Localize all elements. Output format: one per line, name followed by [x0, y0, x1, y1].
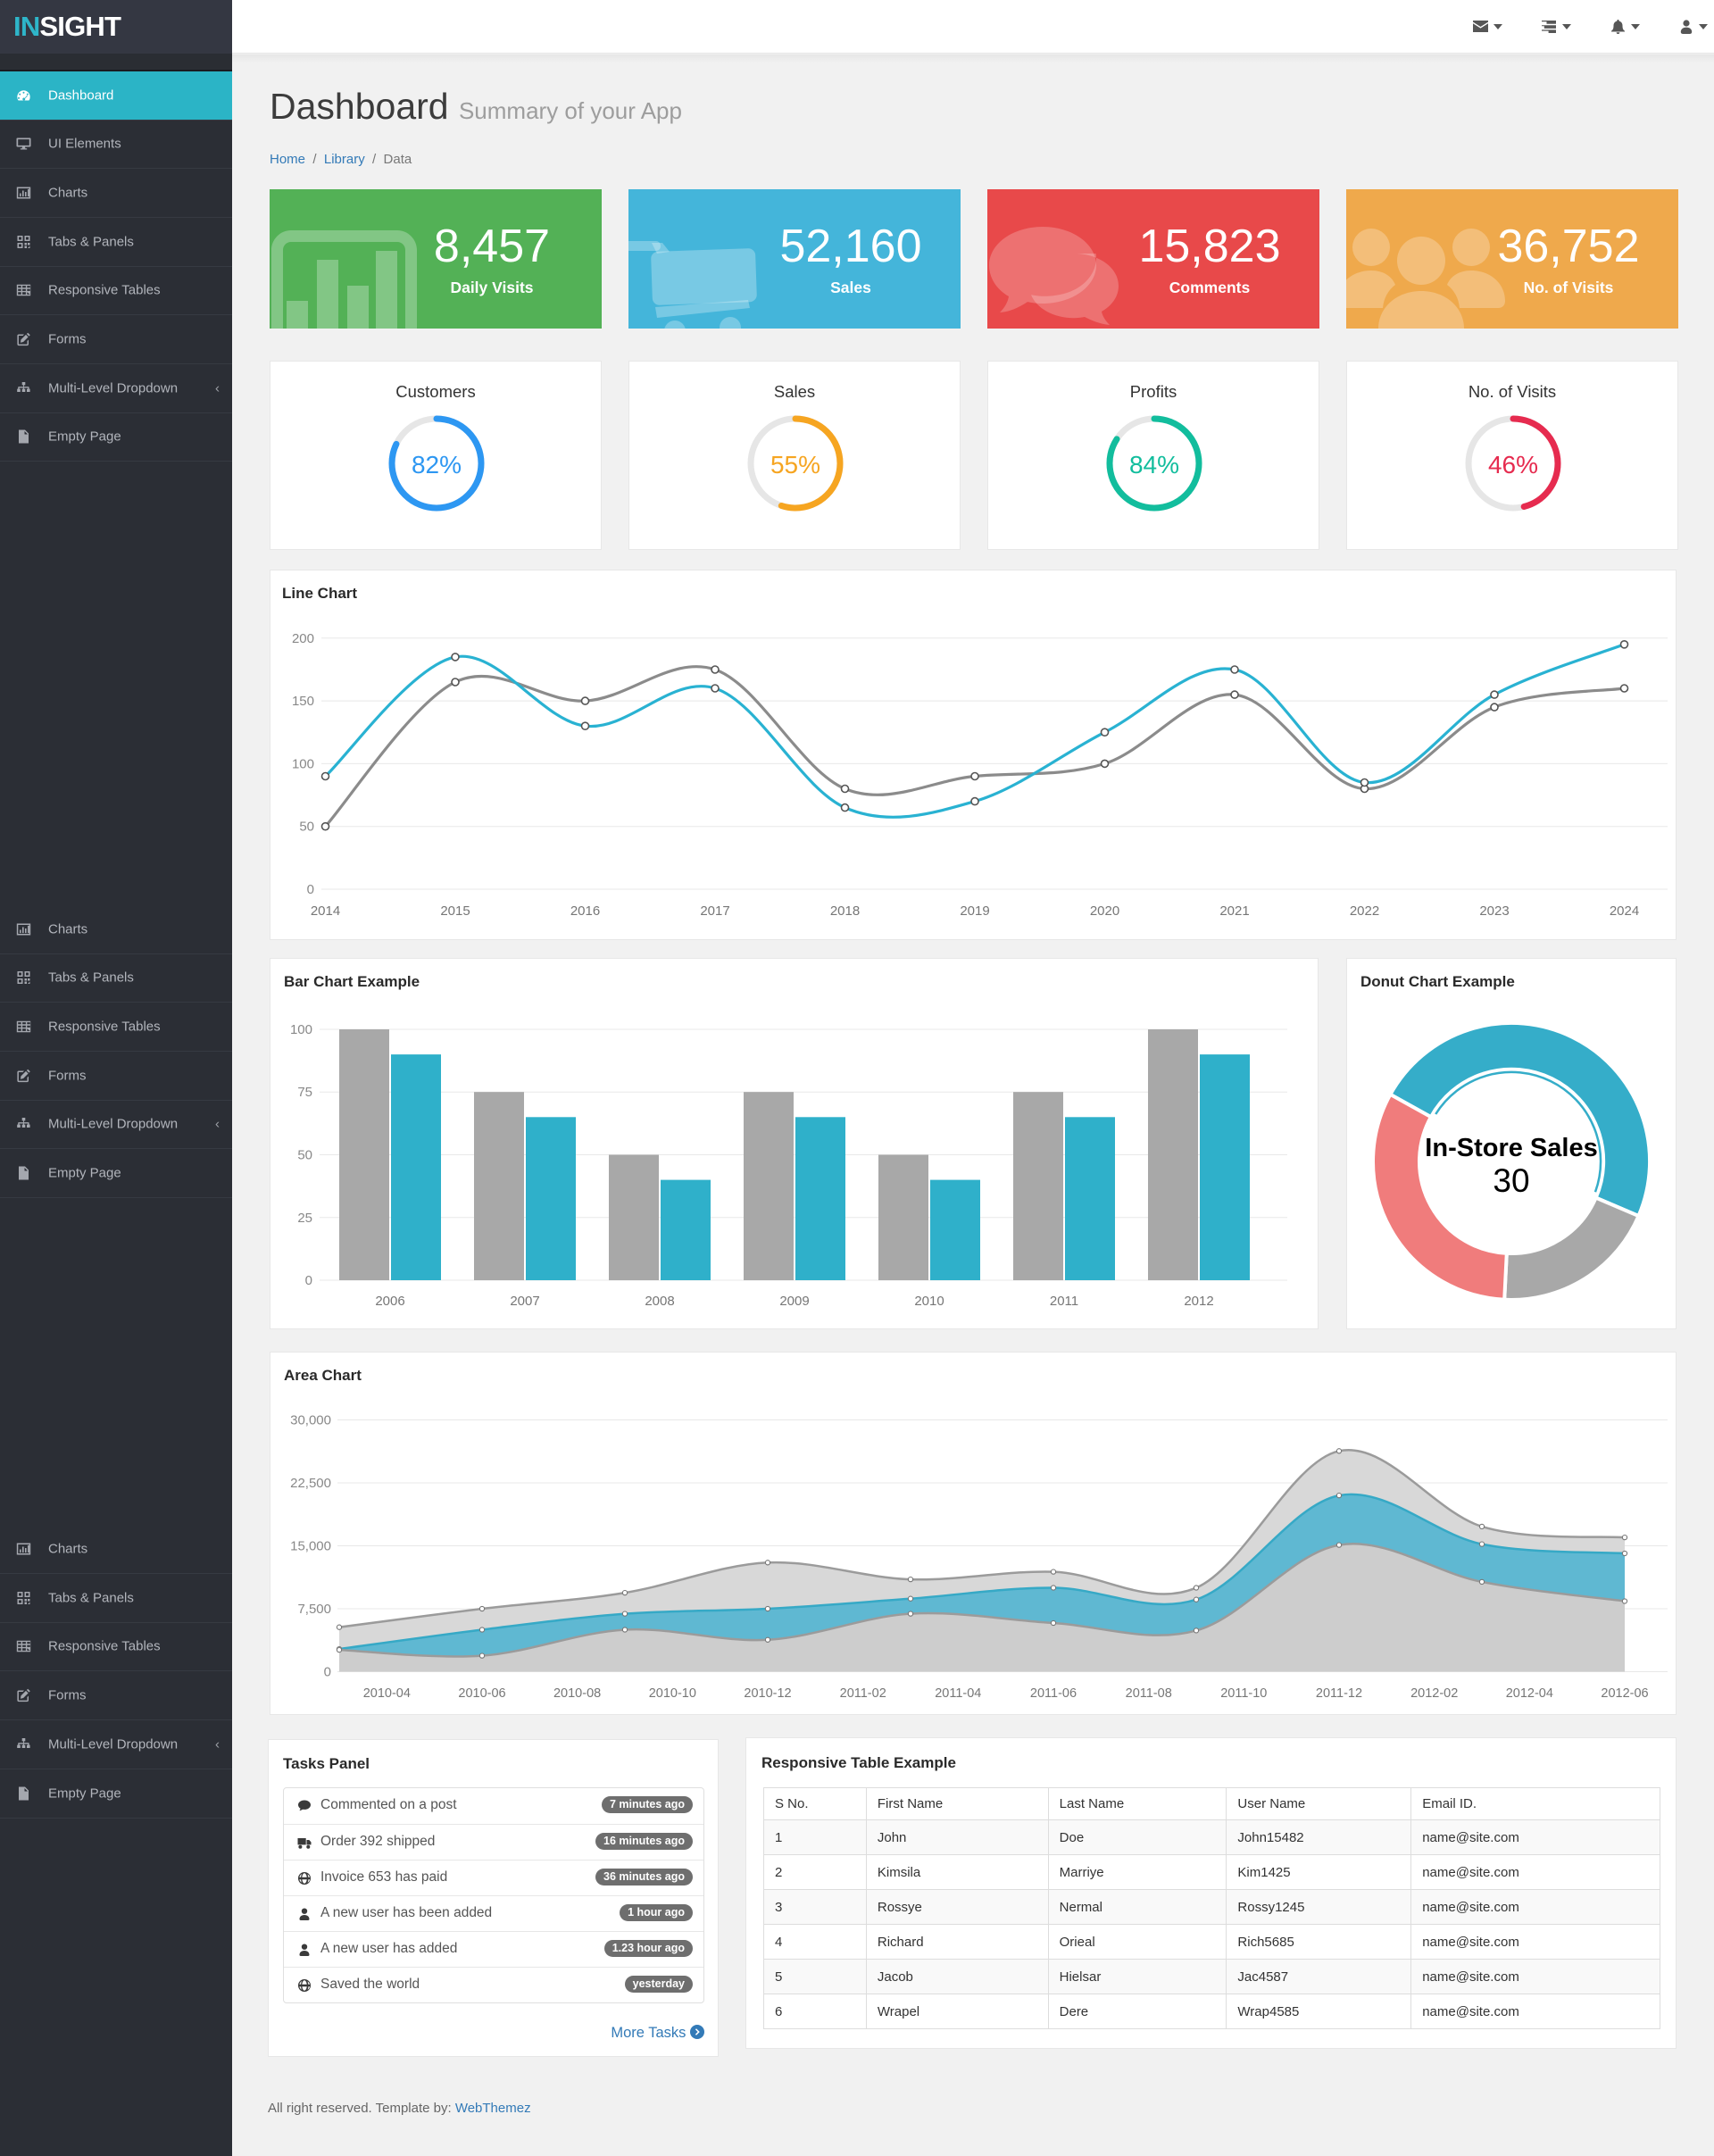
svg-text:2007: 2007	[510, 1294, 539, 1309]
svg-text:0: 0	[305, 1273, 312, 1288]
svg-text:In-Store Sales: In-Store Sales	[1425, 1134, 1597, 1162]
svg-text:2012-06: 2012-06	[1601, 1686, 1648, 1701]
svg-text:75: 75	[297, 1085, 312, 1100]
svg-text:2017: 2017	[700, 903, 729, 919]
svg-text:2012-02: 2012-02	[1410, 1686, 1458, 1701]
svg-text:2010-12: 2010-12	[744, 1686, 791, 1701]
svg-text:2022: 2022	[1350, 903, 1379, 919]
svg-text:2008: 2008	[645, 1294, 674, 1309]
svg-text:2011-12: 2011-12	[1316, 1686, 1362, 1701]
svg-text:2014: 2014	[311, 903, 340, 919]
svg-text:15,000: 15,000	[290, 1539, 331, 1554]
svg-text:2009: 2009	[779, 1294, 809, 1309]
svg-text:2010-08: 2010-08	[553, 1686, 601, 1701]
svg-text:2011: 2011	[1050, 1294, 1078, 1309]
svg-text:2010-06: 2010-06	[458, 1686, 505, 1701]
svg-text:0: 0	[307, 882, 314, 897]
svg-text:30: 30	[1493, 1162, 1529, 1199]
svg-text:22,500: 22,500	[290, 1476, 331, 1491]
svg-text:2023: 2023	[1479, 903, 1509, 919]
svg-text:2020: 2020	[1090, 903, 1119, 919]
svg-text:2016: 2016	[570, 903, 600, 919]
svg-text:150: 150	[292, 694, 314, 709]
svg-text:100: 100	[292, 756, 314, 771]
svg-text:200: 200	[292, 631, 314, 646]
svg-text:2015: 2015	[440, 903, 470, 919]
svg-text:2010-04: 2010-04	[363, 1686, 411, 1701]
svg-text:100: 100	[290, 1022, 312, 1037]
svg-text:2011-02: 2011-02	[840, 1686, 886, 1701]
svg-text:2011-06: 2011-06	[1030, 1686, 1077, 1701]
svg-text:50: 50	[297, 1148, 312, 1163]
svg-text:2011-08: 2011-08	[1126, 1686, 1172, 1701]
svg-text:2018: 2018	[830, 903, 860, 919]
svg-text:2010-10: 2010-10	[649, 1686, 696, 1701]
svg-text:7,500: 7,500	[297, 1602, 331, 1617]
svg-text:2011-04: 2011-04	[935, 1686, 981, 1701]
svg-text:2012-04: 2012-04	[1506, 1686, 1553, 1701]
svg-text:2019: 2019	[960, 903, 989, 919]
svg-text:50: 50	[299, 820, 314, 835]
svg-text:30,000: 30,000	[290, 1413, 331, 1428]
svg-text:2012: 2012	[1184, 1294, 1213, 1309]
svg-text:25: 25	[297, 1211, 312, 1226]
svg-text:2024: 2024	[1610, 903, 1639, 919]
svg-text:0: 0	[324, 1665, 331, 1680]
svg-text:2021: 2021	[1219, 903, 1249, 919]
svg-text:2006: 2006	[375, 1294, 404, 1309]
svg-text:2010: 2010	[914, 1294, 944, 1309]
svg-text:2011-10: 2011-10	[1220, 1686, 1267, 1701]
